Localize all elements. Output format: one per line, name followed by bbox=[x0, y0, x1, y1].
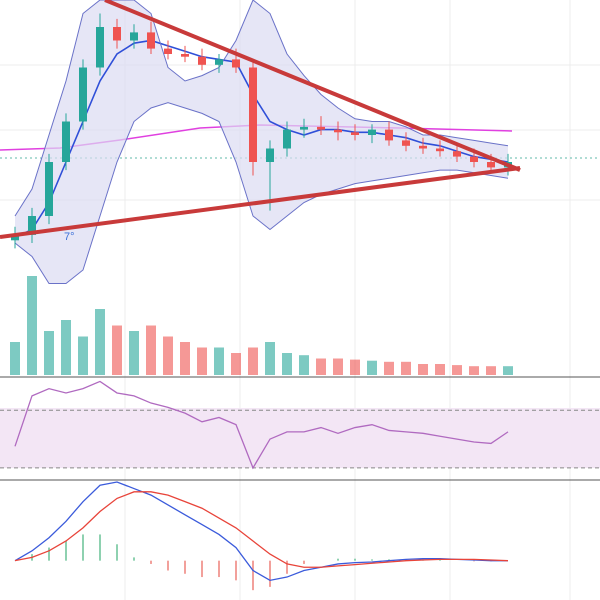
macd-histogram bbox=[116, 544, 118, 561]
volume-bar bbox=[299, 355, 309, 375]
angle-label: 7° bbox=[64, 231, 75, 243]
candle-body bbox=[28, 216, 36, 235]
volume-bar bbox=[112, 325, 122, 375]
macd-histogram bbox=[99, 534, 101, 561]
volume-bar bbox=[333, 358, 343, 375]
candle-body bbox=[113, 27, 121, 41]
volume-bar bbox=[350, 359, 360, 375]
candle-body bbox=[45, 162, 53, 216]
rsi-band bbox=[0, 408, 600, 468]
macd-histogram bbox=[405, 559, 407, 561]
volume-bar bbox=[503, 366, 513, 375]
candle-body bbox=[368, 129, 376, 135]
candle-body bbox=[487, 162, 495, 168]
macd-histogram bbox=[167, 560, 169, 571]
candle-body bbox=[147, 32, 155, 49]
candle-body bbox=[130, 32, 138, 41]
volume-bar bbox=[486, 366, 496, 375]
volume-bar bbox=[163, 336, 173, 375]
macd-histogram bbox=[388, 559, 390, 561]
candle-body bbox=[419, 145, 427, 149]
volume-bar bbox=[469, 366, 479, 375]
candle-body bbox=[62, 121, 70, 162]
volume-bar bbox=[146, 325, 156, 375]
overlay-line bbox=[14, 39, 509, 239]
macd-histogram bbox=[286, 560, 288, 574]
volume-bar bbox=[316, 358, 326, 375]
volume-bar bbox=[197, 347, 207, 375]
volume-bar bbox=[61, 320, 71, 375]
volume-bar bbox=[10, 342, 20, 375]
macd-histogram bbox=[65, 541, 67, 561]
volume-bar bbox=[452, 365, 462, 375]
macd-line bbox=[14, 491, 509, 568]
trendline bbox=[104, 0, 521, 172]
volume-bar bbox=[95, 309, 105, 375]
candle-body bbox=[334, 129, 342, 133]
macd-histogram bbox=[218, 560, 220, 578]
volume-bar bbox=[78, 336, 88, 375]
candle-body bbox=[300, 126, 308, 130]
macd-histogram bbox=[303, 560, 305, 564]
candle-body bbox=[215, 59, 223, 65]
macd-histogram bbox=[473, 560, 475, 562]
macd-histogram bbox=[184, 560, 186, 574]
volume-bar bbox=[435, 364, 445, 375]
macd-line bbox=[14, 481, 508, 582]
overlay-line bbox=[14, 0, 509, 217]
macd-histogram bbox=[371, 559, 373, 561]
candle-body bbox=[385, 129, 393, 141]
volume-bar bbox=[265, 342, 275, 375]
candle-body bbox=[436, 148, 444, 152]
candle-body bbox=[402, 140, 410, 146]
macd-histogram bbox=[439, 560, 441, 561]
candle-body bbox=[249, 67, 257, 162]
volume-bar bbox=[367, 360, 377, 375]
candle-body bbox=[181, 54, 189, 57]
trendline bbox=[0, 166, 521, 239]
macd-histogram bbox=[252, 560, 254, 591]
macd-histogram bbox=[201, 560, 203, 578]
macd-histogram bbox=[269, 560, 271, 587]
volume-bar bbox=[214, 347, 224, 375]
candle-body bbox=[79, 67, 87, 122]
macd-histogram bbox=[82, 534, 84, 561]
volume-bar bbox=[384, 361, 394, 375]
candle-body bbox=[453, 151, 461, 157]
volume-bar bbox=[231, 353, 241, 375]
volume-bar bbox=[129, 331, 139, 375]
volume-bar bbox=[27, 276, 37, 375]
macd-histogram bbox=[150, 560, 152, 564]
macd-histogram bbox=[48, 547, 50, 561]
candle-body bbox=[164, 48, 172, 54]
macd-histogram bbox=[337, 558, 339, 561]
candle-body bbox=[283, 129, 291, 149]
candle-body bbox=[470, 156, 478, 162]
bollinger-fill bbox=[15, 0, 508, 284]
macd-histogram bbox=[235, 560, 237, 581]
candle-body bbox=[351, 132, 359, 135]
volume-bar bbox=[418, 364, 428, 375]
volume-bar bbox=[44, 331, 54, 375]
volume-bar bbox=[401, 361, 411, 375]
rsi-line bbox=[14, 380, 509, 470]
macd-histogram bbox=[354, 558, 356, 561]
candle-body bbox=[317, 126, 325, 130]
candle-body bbox=[198, 56, 206, 65]
macd-histogram bbox=[133, 557, 135, 561]
candle-body bbox=[11, 234, 19, 241]
volume-bar bbox=[248, 347, 258, 375]
candle-body bbox=[232, 59, 240, 68]
volume-bar bbox=[282, 353, 292, 375]
volume-bar bbox=[180, 342, 190, 375]
candle-body bbox=[96, 27, 104, 68]
candle-body bbox=[266, 148, 274, 162]
